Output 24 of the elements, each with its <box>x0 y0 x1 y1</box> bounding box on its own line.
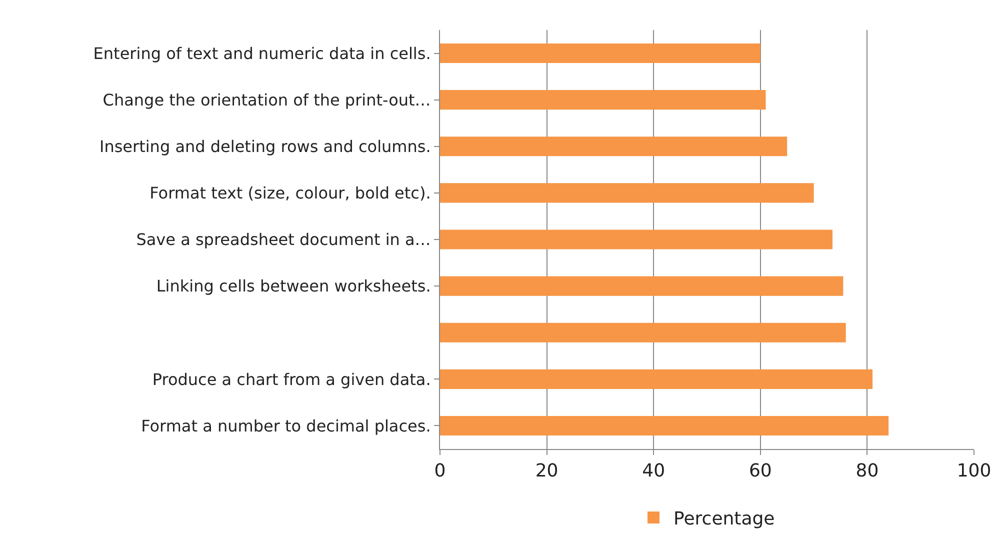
bar <box>440 44 760 64</box>
y-tick-label: Format a number to decimal places. <box>141 416 431 436</box>
bar <box>440 416 889 436</box>
bar <box>440 369 873 389</box>
y-tick-label: Save a spreadsheet document in a… <box>136 230 431 250</box>
bar <box>440 136 788 156</box>
bar <box>440 322 846 342</box>
legend-label: Percentage <box>674 508 775 530</box>
y-tick-label: Entering of text and numeric data in cells. <box>93 44 431 63</box>
x-tick-label: 20 <box>535 460 558 482</box>
bar <box>440 90 766 110</box>
x-tick-label: 40 <box>642 460 666 482</box>
bar <box>440 183 814 203</box>
bar <box>440 230 832 250</box>
y-tick-label: Linking cells between worksheets. <box>156 276 431 296</box>
x-tick-label: 0 <box>434 460 446 482</box>
y-tick-label: Change the orientation of the print-out… <box>102 90 431 110</box>
x-tick-label: 100 <box>956 460 992 482</box>
x-tick-label: 60 <box>748 460 772 482</box>
x-tick-label: 80 <box>856 460 879 482</box>
y-tick-label: Format text (size, colour, bold etc). <box>150 184 431 203</box>
bar <box>440 276 844 296</box>
y-tick-label: Inserting and deleting rows and columns. <box>99 136 431 156</box>
y-tick-label: Produce a chart from a given data. <box>152 370 431 389</box>
